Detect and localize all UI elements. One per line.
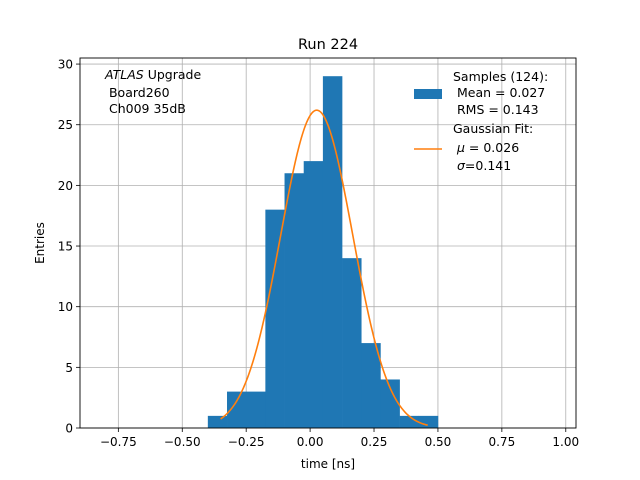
x-tick-label: −0.50 [164,435,201,449]
legend-sigma-value: =0.141 [465,158,511,173]
x-axis-ticks: −0.75 −0.50 −0.25 0.00 0.25 0.50 0.75 1.00 [100,428,579,449]
histogram-bar [207,415,228,428]
x-tick-label: 0.00 [297,435,324,449]
histogram-bar [246,391,266,428]
histogram-bar [284,173,305,428]
y-axis-ticks: 0 5 10 15 20 25 30 [58,58,80,436]
x-tick-label: −0.75 [100,435,137,449]
annotation-line-2: Board260 [105,85,170,100]
atlas-annotation: ATLAS Upgrade Board260 Ch009 35dB [104,67,201,116]
legend-fit-title: Gaussian Fit: [453,121,533,136]
x-tick-label: 0.50 [425,435,452,449]
legend-samples-mean: Mean = 0.027 [453,85,545,100]
histogram-bar [380,379,400,428]
legend-samples-rms: RMS = 0.143 [453,102,539,117]
legend-mu-symbol: μ [456,140,465,155]
y-tick-label: 5 [65,361,73,375]
x-axis-label: time [ns] [301,457,355,471]
histogram-bar [399,415,420,428]
y-tick-label: 10 [58,300,73,314]
y-tick-label: 0 [65,422,73,436]
y-tick-label: 20 [58,179,73,193]
y-tick-label: 30 [58,58,73,72]
x-tick-label: 0.75 [488,435,515,449]
plot-frame [79,57,577,429]
x-tick-label: 1.00 [552,435,579,449]
histogram-bar [227,391,247,428]
annotation-line-1: ATLAS Upgrade [104,67,201,82]
histogram-bar [418,415,439,428]
legend-samples-title: Samples (124): [453,69,548,84]
y-axis-label: Entries [33,222,47,264]
histogram-bar [361,343,381,428]
x-tick-label: −0.25 [228,435,265,449]
legend: Samples (124): Mean = 0.027 RMS = 0.143 … [414,69,548,173]
legend-mu-value: = 0.026 [465,140,519,155]
annotation-line-3: Ch009 35dB [105,101,186,116]
legend-sigma-symbol: σ [457,158,466,173]
chart-title: Run 224 [298,37,358,53]
y-tick-label: 25 [58,118,73,132]
histogram-bars [207,76,439,429]
histogram-bar [303,161,324,429]
legend-samples-swatch [414,89,442,99]
legend-fit-mu: μ = 0.026 [453,140,519,155]
annotation-upgrade: Upgrade [144,67,202,82]
histogram-bar [265,209,285,428]
histogram-bar [342,258,362,428]
y-tick-label: 15 [58,240,73,254]
legend-fit-sigma: σ=0.141 [453,158,511,173]
annotation-atlas: ATLAS [104,67,144,82]
gaussian-fit-curve [220,109,428,426]
x-tick-label: 0.25 [361,435,388,449]
histogram-bar [322,76,343,429]
